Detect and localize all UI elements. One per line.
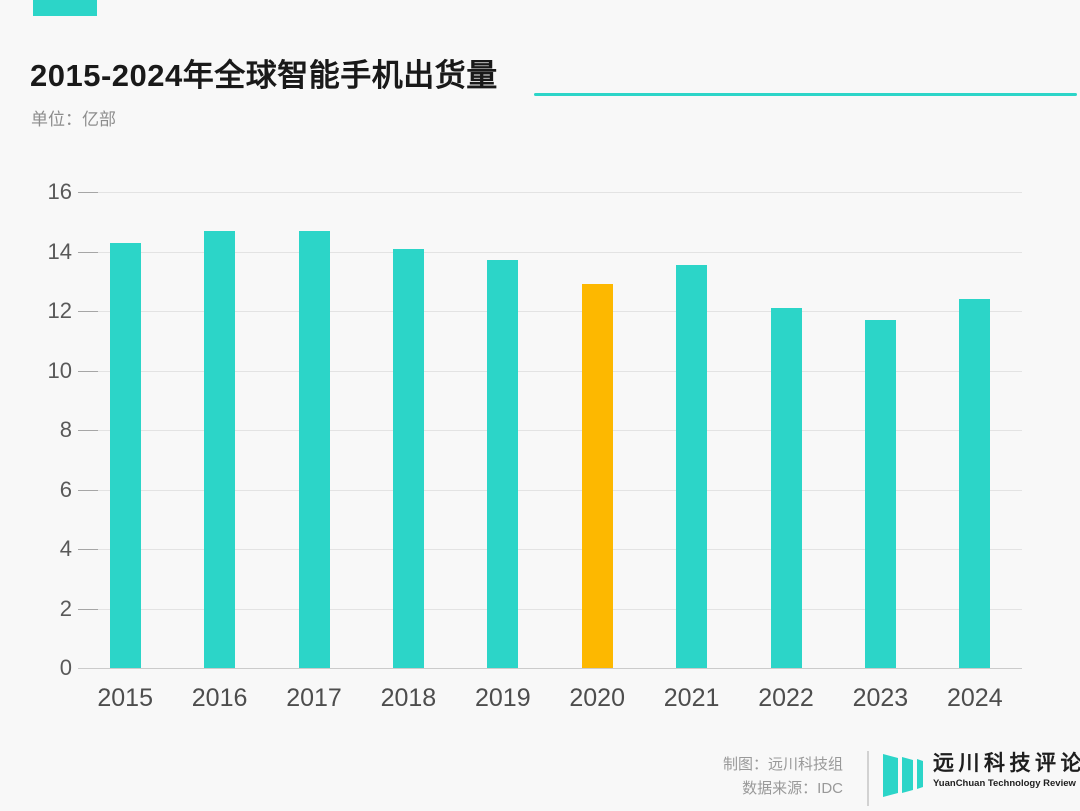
y-axis-label-4: 4 [59,536,72,561]
y-tick-8 [78,430,98,431]
x-axis-label-2021: 2021 [663,684,720,712]
source-line: 数据来源：IDC [742,780,843,797]
x-axis-label-2016: 2016 [191,684,248,712]
y-axis-label-14: 14 [47,238,72,264]
bar-2019 [487,260,519,668]
logo-en-label: YuanChuan Technology Review [933,778,1076,789]
bar-2015 [109,242,141,668]
gridline-y-2 [78,608,1022,610]
y-axis-label-0: 0 [59,655,72,680]
y-axis-label-6: 6 [59,476,72,502]
y-tick-6 [78,489,98,491]
x-axis-label-2015: 2015 [97,684,153,712]
y-axis-label-8: 8 [59,417,72,442]
gridline-y-0 [78,668,1022,669]
y-tick-12 [78,311,98,312]
bar-2023 [864,319,896,668]
plot-area [78,192,1022,669]
x-axis-label-2019: 2019 [474,684,531,712]
bar-2017 [298,230,330,668]
x-axis-label-2024: 2024 [946,684,1003,712]
logo-text: 远川科技评论 YuanChuan Technology Review [933,747,1080,790]
gridline-y-12 [78,311,1022,312]
y-tick-16 [78,192,98,193]
x-axis-label-2022: 2022 [758,684,814,712]
publisher-logo: 远川科技评论 YuanChuan Technology Review [879,747,1080,801]
y-tick-4 [78,549,98,550]
credit-line: 制图：远川科技组 [722,756,843,773]
x-axis-label-2020: 2020 [569,684,625,712]
unit-label: 单位：亿部 [31,110,116,129]
gridline-y-8 [78,430,1022,431]
credits-block: 制图：远川科技组 数据来源：IDC [723,753,843,801]
title-underline [534,93,1077,96]
accent-block [33,0,97,16]
y-tick-10 [78,370,98,372]
footer-divider [867,751,869,806]
bar-2022 [770,308,802,668]
gridline-y-4 [78,549,1022,550]
bar-2020 [581,284,613,668]
gridline-y-10 [78,370,1022,372]
bar-2018 [392,248,424,668]
y-axis-label-10: 10 [47,357,72,383]
x-axis-label-2017: 2017 [286,684,342,712]
gridline-y-6 [78,489,1022,491]
gridline-y-16 [78,192,1022,193]
bar-2016 [204,230,236,668]
x-axis-label-2018: 2018 [380,684,437,712]
y-axis-label-12: 12 [47,298,72,323]
gridline-y-14 [78,251,1022,253]
bar-2021 [676,264,708,668]
y-axis-label-16: 16 [47,179,72,204]
y-tick-14 [78,251,98,253]
logo-zh-label: 远川科技评论 [933,752,1080,775]
page-title: 2015-2024年全球智能手机出货量 [30,58,498,93]
bar-2024 [959,299,991,668]
y-axis-label-2: 2 [59,595,72,621]
logo-bars-icon [883,754,923,797]
x-axis-label-2023: 2023 [852,684,909,712]
y-tick-2 [78,608,98,610]
